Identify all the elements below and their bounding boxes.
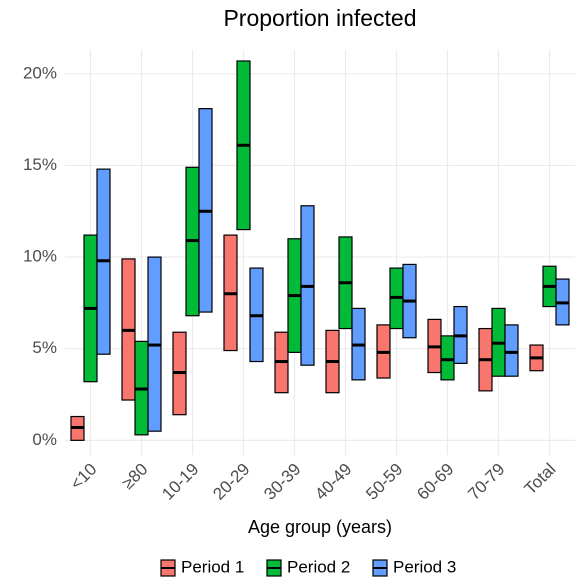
x-tick-label: ≥80 <box>118 460 151 493</box>
x-tick-label: <10 <box>67 460 101 494</box>
y-tick-label: 0% <box>32 430 57 449</box>
legend-label: Period 1 <box>181 557 244 576</box>
range-box <box>504 324 519 377</box>
chart-title: Proportion infected <box>223 5 416 31</box>
x-tick-label: 40-49 <box>311 460 355 504</box>
y-tick-label: 10% <box>23 247 57 266</box>
y-tick-label: 5% <box>32 338 57 357</box>
range-box <box>440 335 455 381</box>
legend-label: Period 2 <box>287 557 350 576</box>
y-tick-label: 15% <box>23 155 57 174</box>
x-tick-label: 20-29 <box>209 460 253 504</box>
x-tick-label: 30-39 <box>260 460 304 504</box>
x-tick-label: 60-69 <box>413 460 457 504</box>
x-tick-label: 10-19 <box>158 460 202 504</box>
legend-label: Period 3 <box>393 557 456 576</box>
x-tick-label: 50-59 <box>362 460 406 504</box>
x-axis-title: Age group (years) <box>248 517 392 537</box>
y-tick-label: 20% <box>23 63 57 82</box>
x-tick-label: 70-79 <box>464 460 508 504</box>
x-tick-label: Total <box>521 460 560 499</box>
